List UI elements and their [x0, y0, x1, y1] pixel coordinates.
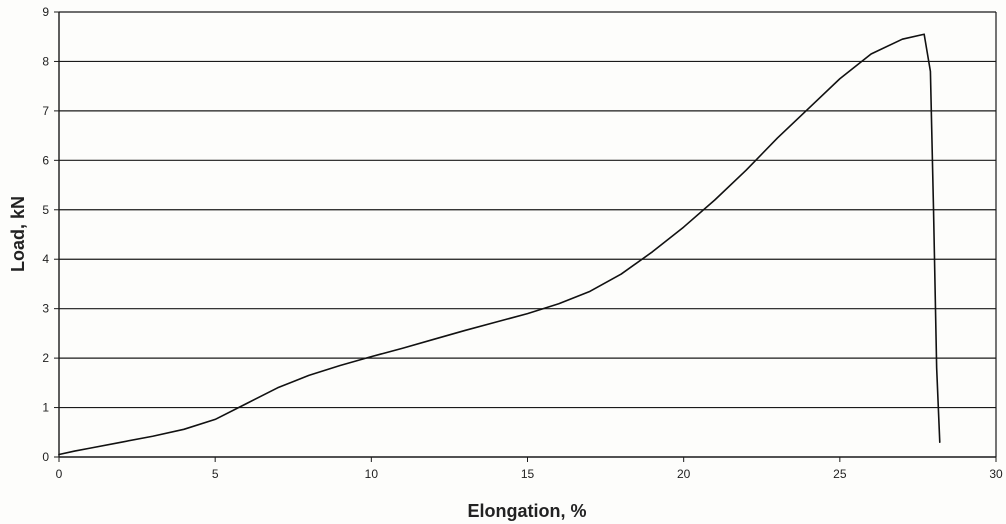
tick-label-layer: 0 1 2 3 4 5 6 7 8 9 0 5 10 15 20 25 30	[42, 5, 1003, 481]
y-tick-label-2: 2	[42, 351, 49, 365]
series-line-0	[58, 33, 941, 456]
grid-layer	[59, 11, 996, 409]
axis-layer	[54, 11, 997, 462]
y-tick-label-9: 9	[42, 5, 49, 19]
y-tick-label-8: 8	[42, 54, 49, 68]
y-tick-label-5: 5	[42, 203, 49, 217]
y-tick-label-0: 0	[42, 450, 49, 464]
x-tick-label-30: 30	[989, 467, 1003, 481]
x-tick-label-0: 0	[56, 467, 63, 481]
x-tick-label-25: 25	[833, 467, 847, 481]
y-tick-label-3: 3	[42, 302, 49, 316]
y-tick-label-7: 7	[42, 104, 49, 118]
x-axis-title: Elongation, %	[468, 501, 587, 521]
y-tick-label-4: 4	[42, 252, 49, 266]
x-tick-label-5: 5	[212, 467, 219, 481]
y-tick-label-6: 6	[42, 153, 49, 167]
x-tick-label-10: 10	[365, 467, 379, 481]
series-layer	[58, 33, 941, 456]
x-tick-label-15: 15	[521, 467, 535, 481]
y-tick-label-1: 1	[42, 401, 49, 415]
x-tick-label-20: 20	[677, 467, 691, 481]
y-axis-title: Load, kN	[8, 196, 28, 272]
